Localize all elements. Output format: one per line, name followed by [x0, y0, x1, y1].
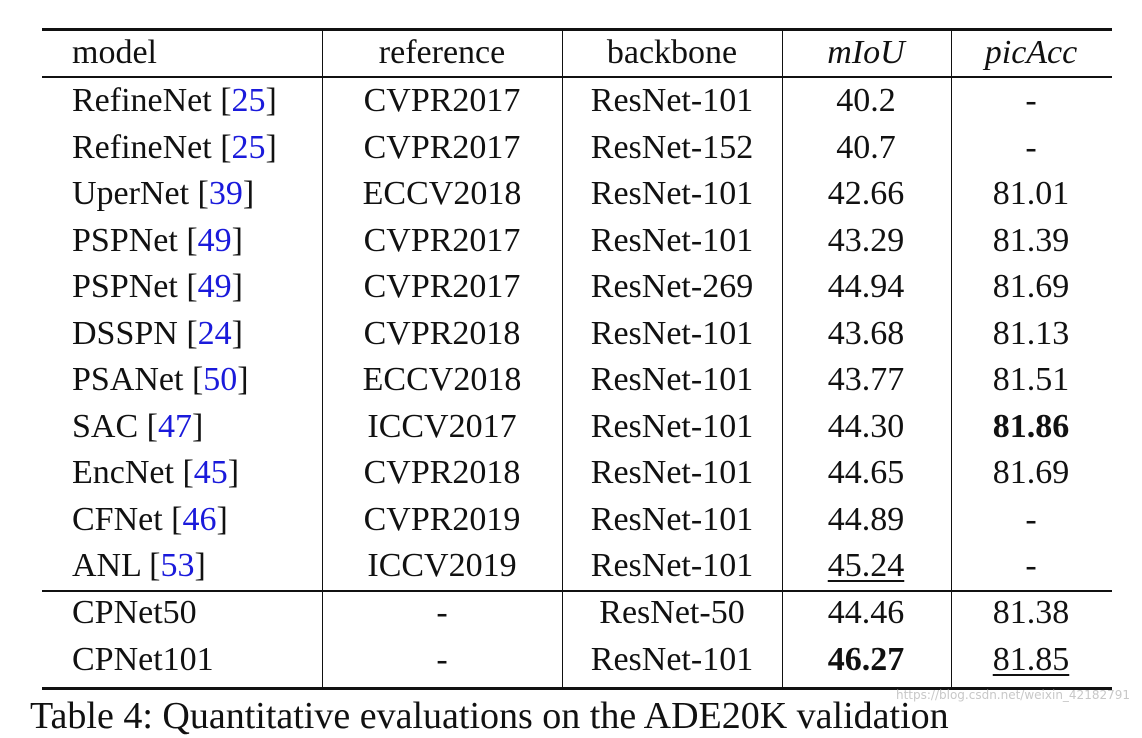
reference-cell: reference [378, 34, 506, 71]
group-rule [42, 590, 1112, 592]
picacc-cell: picAcc [984, 34, 1078, 71]
model-cell: RefineNet [25] [72, 128, 277, 166]
miou-cell: 44.65 [827, 454, 905, 491]
model-cell: SAC [47] [72, 407, 204, 445]
caption: Table 4: Quantitative evaluations on the… [30, 695, 949, 737]
miou-cell: 45.24 [827, 547, 905, 584]
reference-cell: ECCV2018 [362, 175, 522, 212]
reference-cell: CVPR2017 [363, 221, 521, 259]
top-rule [42, 28, 1112, 31]
backbone-cell: ResNet-101 [590, 640, 754, 678]
miou-cell: 43.77 [827, 361, 905, 398]
reference-cell: ECCV2018 [362, 361, 522, 398]
picacc-cell: - [1025, 82, 1037, 119]
miou-cell: 43.29 [827, 221, 905, 259]
backbone-cell: ResNet-101 [590, 407, 754, 445]
miou-cell: 40.2 [836, 82, 896, 119]
watermark: https://blog.csdn.net/weixin_42182791 [895, 688, 1130, 702]
column-rule [951, 30, 952, 688]
picacc-cell: 81.86 [992, 407, 1070, 445]
miou-cell: 44.89 [827, 500, 905, 538]
model-cell: CPNet101 [72, 640, 214, 678]
column-rule [782, 30, 783, 688]
backbone-cell: ResNet-101 [590, 500, 754, 538]
model-cell: PSPNet [49] [72, 221, 243, 259]
picacc-cell: - [1025, 547, 1037, 584]
backbone-cell: ResNet-101 [590, 454, 754, 491]
picacc-cell: 81.38 [992, 594, 1070, 631]
backbone-cell: ResNet-101 [590, 361, 754, 398]
reference-cell: CVPR2018 [363, 454, 521, 491]
miou-cell: 42.66 [827, 175, 905, 212]
reference-cell: CVPR2018 [363, 314, 521, 352]
backbone-cell: backbone [606, 34, 738, 71]
miou-cell: mIoU [827, 34, 905, 71]
miou-cell: 44.30 [827, 407, 905, 445]
model-cell: CFNet [46] [72, 500, 228, 538]
reference-cell: CVPR2017 [363, 128, 521, 166]
picacc-cell: 81.69 [992, 268, 1070, 305]
column-rule [322, 30, 323, 688]
picacc-cell: 81.01 [992, 175, 1070, 212]
reference-cell: CVPR2017 [363, 82, 521, 119]
miou-cell: 43.68 [827, 314, 905, 352]
miou-cell: 46.27 [827, 640, 905, 678]
model-cell: model [72, 34, 157, 71]
backbone-cell: ResNet-101 [590, 314, 754, 352]
model-cell: ANL [53] [72, 547, 206, 584]
backbone-cell: ResNet-50 [599, 594, 745, 631]
model-cell: EncNet [45] [72, 454, 240, 491]
miou-cell: 40.7 [836, 128, 896, 166]
picacc-cell: 81.39 [992, 221, 1070, 259]
model-cell: PSANet [50] [72, 361, 249, 398]
model-cell: UperNet [39] [72, 175, 255, 212]
reference-cell: CVPR2017 [363, 268, 521, 305]
backbone-cell: ResNet-101 [590, 175, 754, 212]
header-rule [42, 76, 1112, 78]
picacc-cell: - [1025, 500, 1037, 538]
model-cell: PSPNet [49] [72, 268, 243, 305]
picacc-cell: 81.69 [992, 454, 1070, 491]
reference-cell: ICCV2019 [367, 547, 517, 584]
picacc-cell: 81.13 [992, 314, 1070, 352]
backbone-cell: ResNet-101 [590, 547, 754, 584]
backbone-cell: ResNet-269 [590, 268, 754, 305]
bottom-rule [42, 687, 1112, 690]
reference-cell: CVPR2019 [363, 500, 521, 538]
column-rule [562, 30, 563, 688]
backbone-cell: ResNet-101 [590, 221, 754, 259]
reference-cell: ICCV2017 [367, 407, 517, 445]
picacc-cell: 81.85 [992, 640, 1070, 678]
miou-cell: 44.46 [827, 594, 905, 631]
model-cell: DSSPN [24] [72, 314, 243, 352]
page: {"table": { "header": ["model", "referen… [30, 28, 1130, 737]
model-cell: CPNet50 [72, 594, 197, 631]
picacc-cell: 81.51 [992, 361, 1070, 398]
picacc-cell: - [1025, 128, 1037, 166]
miou-cell: 44.94 [827, 268, 905, 305]
backbone-cell: ResNet-152 [590, 128, 754, 166]
backbone-cell: ResNet-101 [590, 82, 754, 119]
model-cell: RefineNet [25] [72, 82, 277, 119]
reference-cell: - [436, 594, 448, 631]
reference-cell: - [436, 640, 448, 678]
